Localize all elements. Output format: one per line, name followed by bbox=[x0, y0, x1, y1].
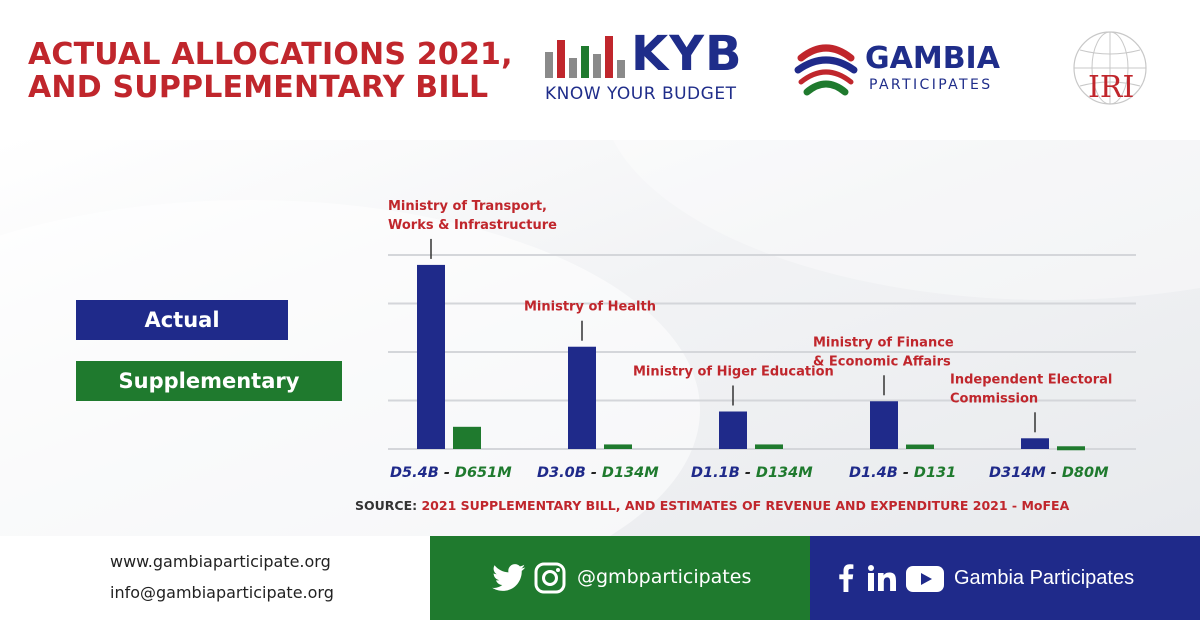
twitter-icon[interactable] bbox=[492, 564, 526, 592]
value-label-actual: D3.0B bbox=[537, 465, 586, 481]
bar-actual bbox=[870, 401, 898, 449]
category-label: & Economic Affairs bbox=[813, 354, 951, 369]
value-label: D1.1B - D134M bbox=[691, 465, 813, 481]
gambia-participates-logo: GAMBIA PARTICIPATES bbox=[793, 36, 1028, 106]
source-label: SOURCE: bbox=[355, 498, 418, 513]
category-label: Ministry of Transport, bbox=[388, 199, 547, 214]
kyb-tagline: KNOW YOUR BUDGET bbox=[545, 84, 737, 104]
value-label-supplementary: D651M bbox=[455, 465, 512, 481]
facebook-icon[interactable] bbox=[838, 564, 854, 592]
bar-supplementary bbox=[906, 444, 934, 449]
bar-actual bbox=[1021, 438, 1049, 449]
value-label-actual: D1.4B bbox=[849, 465, 898, 481]
category-label: Ministry of Finance bbox=[813, 335, 954, 350]
page-name[interactable]: Gambia Participates bbox=[954, 567, 1135, 589]
bar-supplementary bbox=[453, 426, 481, 449]
footer-contact: www.gambiaparticipate.org info@gambiapar… bbox=[0, 536, 430, 620]
source-text: 2021 SUPPLEMENTARY BILL, AND ESTIMATES O… bbox=[421, 498, 1070, 513]
header: ACTUAL ALLOCATIONS 2021, AND SUPPLEMENTA… bbox=[0, 0, 1200, 140]
gp-wordmark: GAMBIA bbox=[865, 41, 1000, 76]
footer-social-page: Gambia Participates bbox=[810, 536, 1200, 620]
value-label: D3.0B - D134M bbox=[537, 465, 659, 481]
category-label: Ministry of Higer Education bbox=[633, 365, 834, 380]
website-link[interactable]: www.gambiaparticipate.org bbox=[110, 552, 331, 571]
gambia-participates-icon bbox=[794, 44, 858, 96]
value-label-supplementary: D131 bbox=[914, 465, 956, 481]
value-label-separator: - bbox=[1046, 465, 1062, 481]
legend-supplementary: Supplementary bbox=[76, 361, 342, 401]
value-label: D5.4B - D651M bbox=[390, 465, 512, 481]
category-label: Works & Infrastructure bbox=[388, 218, 557, 233]
social-handle[interactable]: @gmbparticipates bbox=[577, 566, 752, 588]
value-label-supplementary: D134M bbox=[756, 465, 813, 481]
title-line-1: ACTUAL ALLOCATIONS 2021, bbox=[28, 37, 513, 72]
value-label-supplementary: D80M bbox=[1062, 465, 1109, 481]
iri-logo: IRI bbox=[1060, 28, 1160, 112]
bar-actual bbox=[568, 346, 596, 449]
globe-icon bbox=[1073, 31, 1147, 105]
bar-actual bbox=[417, 264, 445, 449]
bar-supplementary bbox=[755, 444, 783, 449]
value-label-separator: - bbox=[740, 465, 756, 481]
gp-tagline: PARTICIPATES bbox=[869, 77, 993, 93]
linkedin-icon[interactable] bbox=[868, 565, 896, 591]
page-title: ACTUAL ALLOCATIONS 2021, AND SUPPLEMENTA… bbox=[28, 38, 528, 104]
source-note: SOURCE: 2021 SUPPLEMENTARY BILL, AND EST… bbox=[355, 498, 1069, 513]
legend-actual: Actual bbox=[76, 300, 288, 340]
value-label-separator: - bbox=[586, 465, 602, 481]
kyb-wordmark: KYB bbox=[631, 26, 743, 82]
bar-supplementary bbox=[1057, 446, 1085, 451]
category-label: Ministry of Health bbox=[524, 300, 656, 315]
value-label-actual: D5.4B bbox=[390, 465, 439, 481]
value-label-supplementary: D134M bbox=[602, 465, 659, 481]
value-label: D314M - D80M bbox=[989, 465, 1109, 481]
category-label: Independent Electoral bbox=[950, 372, 1112, 387]
value-label-actual: D1.1B bbox=[691, 465, 740, 481]
email-link[interactable]: info@gambiaparticipate.org bbox=[110, 583, 334, 602]
bar-actual bbox=[719, 411, 747, 449]
kyb-bars-icon bbox=[545, 36, 627, 78]
legend-supplementary-label: Supplementary bbox=[118, 369, 300, 393]
legend-actual-label: Actual bbox=[144, 308, 220, 332]
bar-chart: Ministry of Transport, Works & Infrastruc… bbox=[388, 199, 1136, 481]
value-label: D1.4B - D131 bbox=[849, 465, 956, 481]
category-label: Commission bbox=[950, 391, 1038, 406]
kyb-logo: KYB KNOW YOUR BUDGET bbox=[545, 26, 765, 108]
iri-wordmark: IRI bbox=[1088, 70, 1135, 105]
youtube-icon[interactable] bbox=[906, 566, 944, 592]
bar-supplementary bbox=[604, 444, 632, 449]
title-line-2: AND SUPPLEMENTARY BILL bbox=[28, 70, 489, 105]
value-label-actual: D314M bbox=[989, 465, 1046, 481]
instagram-icon[interactable] bbox=[534, 562, 566, 594]
footer-social-handle: @gmbparticipates bbox=[430, 536, 810, 620]
value-label-separator: - bbox=[898, 465, 914, 481]
chart-area: Actual Supplementary Ministry of Transpo… bbox=[0, 140, 1200, 536]
value-label-separator: - bbox=[439, 465, 455, 481]
